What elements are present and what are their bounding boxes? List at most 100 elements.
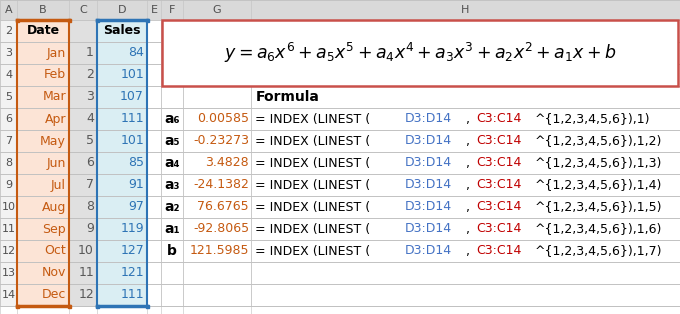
Text: ^{1,2,3,4,5,6}),1,7): ^{1,2,3,4,5,6}),1,7) <box>535 245 662 257</box>
Text: Feb: Feb <box>44 68 66 82</box>
Bar <box>17 42 69 64</box>
Text: D3:D14: D3:D14 <box>405 134 452 148</box>
Bar <box>183 130 251 152</box>
Bar <box>251 130 680 152</box>
Bar <box>17 218 69 240</box>
Text: 5: 5 <box>86 134 94 148</box>
Bar <box>183 20 251 42</box>
Text: D: D <box>118 5 126 15</box>
Text: = INDEX (LINEST (: = INDEX (LINEST ( <box>255 156 370 170</box>
Text: E: E <box>150 5 158 15</box>
Bar <box>147 174 161 196</box>
Bar <box>183 262 251 284</box>
Text: D3:D14: D3:D14 <box>405 112 452 126</box>
Text: 12: 12 <box>78 289 94 301</box>
Text: a₅: a₅ <box>164 134 180 148</box>
Text: 6: 6 <box>5 114 12 124</box>
Bar <box>162 20 678 86</box>
Bar <box>161 196 183 218</box>
Bar <box>17 20 69 42</box>
Bar <box>97 108 147 130</box>
Text: ,: , <box>466 178 474 192</box>
Text: b: b <box>167 244 177 258</box>
Bar <box>147 218 161 240</box>
Text: 10: 10 <box>78 245 94 257</box>
Text: ,: , <box>466 134 474 148</box>
Bar <box>0 20 17 42</box>
Bar <box>251 152 680 174</box>
Text: ^{1,2,3,4,5,6}),1,3): ^{1,2,3,4,5,6}),1,3) <box>535 156 662 170</box>
Text: = INDEX (LINEST (: = INDEX (LINEST ( <box>255 134 370 148</box>
Bar <box>161 64 183 86</box>
Bar <box>161 42 183 64</box>
Text: C3:C14: C3:C14 <box>476 156 522 170</box>
Bar <box>147 20 161 42</box>
Bar <box>0 240 17 262</box>
Text: 0.00585: 0.00585 <box>197 112 249 126</box>
Bar <box>0 108 17 130</box>
Text: 10: 10 <box>1 202 16 212</box>
Text: = INDEX (LINEST (: = INDEX (LINEST ( <box>255 112 370 126</box>
Text: 9: 9 <box>5 180 12 190</box>
Text: 2: 2 <box>86 68 94 82</box>
Bar <box>69 108 97 130</box>
Text: B: B <box>39 5 47 15</box>
Bar <box>161 284 183 306</box>
Bar <box>69 86 97 108</box>
Bar <box>251 174 680 196</box>
Bar <box>146 19 148 21</box>
Bar <box>147 108 161 130</box>
Bar <box>147 284 161 306</box>
Bar <box>147 130 161 152</box>
Text: 121.5985: 121.5985 <box>190 245 249 257</box>
Bar <box>17 86 69 108</box>
Text: C3:C14: C3:C14 <box>476 223 522 236</box>
Text: F: F <box>169 5 175 15</box>
Text: ^{1,2,3,4,5,6}),1,5): ^{1,2,3,4,5,6}),1,5) <box>535 201 662 214</box>
Bar <box>97 262 147 284</box>
Text: 91: 91 <box>129 178 144 192</box>
Text: 84: 84 <box>128 46 144 59</box>
Text: Date: Date <box>27 24 60 37</box>
Bar <box>69 130 97 152</box>
Bar <box>147 152 161 174</box>
Bar <box>97 86 147 108</box>
Text: -0.23273: -0.23273 <box>193 134 249 148</box>
Bar <box>97 42 147 64</box>
Bar <box>97 284 147 306</box>
Bar <box>17 130 69 152</box>
Text: Jul: Jul <box>51 178 66 192</box>
Text: a₁: a₁ <box>164 222 180 236</box>
Bar <box>69 64 97 86</box>
Bar <box>183 86 251 108</box>
Text: D3:D14: D3:D14 <box>405 245 452 257</box>
Bar <box>0 86 17 108</box>
Text: 97: 97 <box>128 201 144 214</box>
Bar <box>17 262 69 284</box>
Bar <box>97 196 147 218</box>
Text: C3:C14: C3:C14 <box>476 134 522 148</box>
Bar <box>161 20 183 42</box>
Text: Dec: Dec <box>41 289 66 301</box>
Bar <box>0 130 17 152</box>
Text: 111: 111 <box>120 112 144 126</box>
Bar <box>17 108 69 130</box>
Text: 76.6765: 76.6765 <box>197 201 249 214</box>
Bar <box>251 86 680 108</box>
Text: Aug: Aug <box>41 201 66 214</box>
Bar <box>161 240 183 262</box>
Bar <box>183 196 251 218</box>
Bar <box>146 305 148 307</box>
Bar <box>97 174 147 196</box>
Bar <box>69 42 97 64</box>
Text: C3:C14: C3:C14 <box>476 112 522 126</box>
Text: May: May <box>40 134 66 148</box>
Bar <box>69 284 97 306</box>
Bar <box>17 64 69 86</box>
Text: A: A <box>5 5 12 15</box>
Text: 107: 107 <box>120 90 144 104</box>
Text: ^{1,2,3,4,5,6}),1,2): ^{1,2,3,4,5,6}),1,2) <box>535 134 662 148</box>
Bar <box>69 152 97 174</box>
Bar <box>69 240 97 262</box>
Text: 2: 2 <box>5 26 12 36</box>
